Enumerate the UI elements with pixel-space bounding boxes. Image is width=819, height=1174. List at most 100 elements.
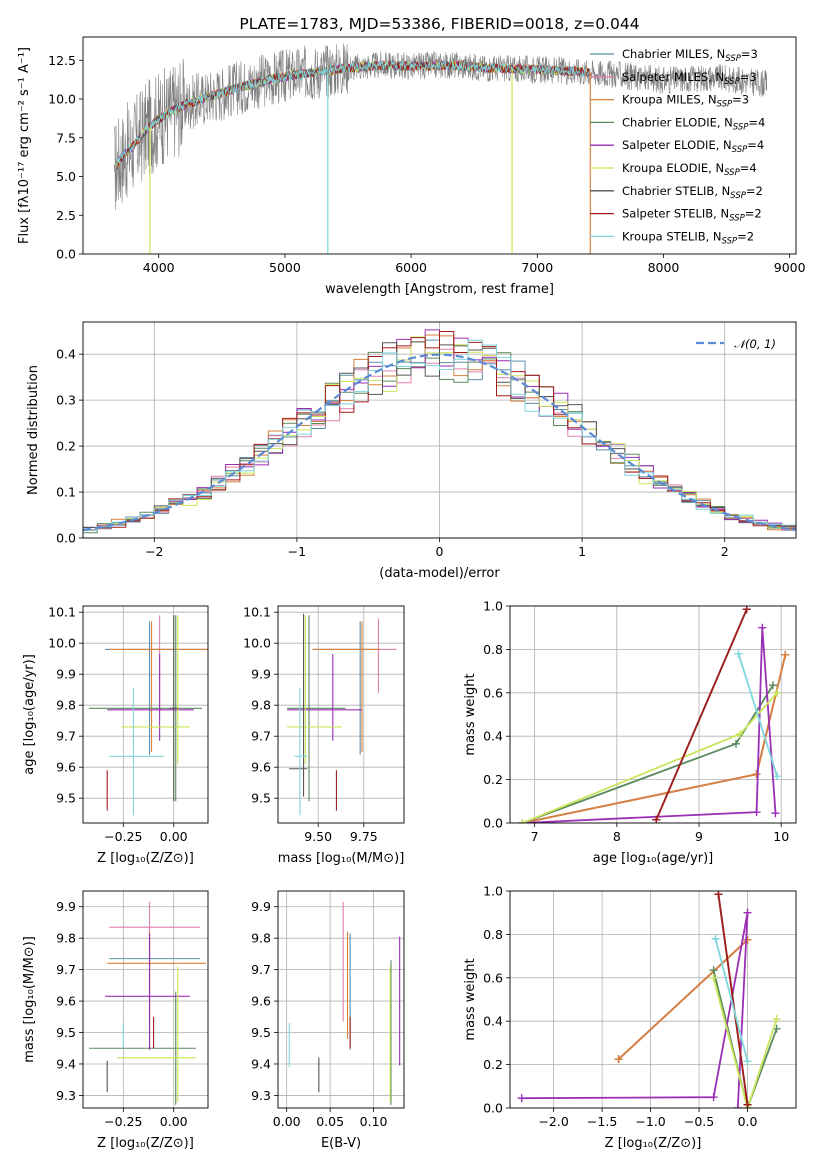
y-tick-label: 9.9 bbox=[251, 667, 271, 682]
x-tick-label: 7 bbox=[531, 829, 539, 844]
y-axis-label: Flux [fλ10⁻¹⁷ erg cm⁻² s⁻¹ A⁻¹] bbox=[17, 47, 32, 244]
weight-marker-krou_miles bbox=[614, 1055, 623, 1064]
legend-entry-suffix: =3 bbox=[732, 93, 749, 107]
y-tick-label: 0.4 bbox=[483, 1014, 503, 1029]
legend-entry-sub: SSP bbox=[717, 100, 733, 110]
x-tick-label: 9.75 bbox=[350, 829, 378, 844]
y-tick-label: 9.3 bbox=[251, 1088, 271, 1103]
spectrum-panel: 4000 5000 6000 7000 8000 9000 0.0 2.5 5.0 7.5 10.0… bbox=[17, 15, 806, 297]
weight-lines bbox=[518, 606, 790, 823]
weight-marker-krou_stelib bbox=[711, 934, 720, 943]
residual-histogram-salp_stelib bbox=[83, 331, 796, 538]
x-tick-label: 8000 bbox=[648, 260, 680, 275]
x-tick-label: −0.5 bbox=[684, 1114, 714, 1129]
weight-series-krou_miles bbox=[617, 939, 749, 1060]
x-axis-label: wavelength [Angstrom, rest frame] bbox=[325, 282, 554, 297]
y-tick-label: 0.0 bbox=[56, 247, 76, 262]
x-axis-label: age [log₁₀(age/yr)] bbox=[593, 851, 714, 866]
normal-curve bbox=[83, 353, 796, 531]
errorbars bbox=[89, 615, 208, 816]
legend-entry-suffix: =2 bbox=[737, 229, 754, 243]
grid bbox=[83, 606, 208, 823]
weight-marker-salp_stelib bbox=[714, 891, 723, 899]
y-tick-label: 9.8 bbox=[56, 698, 76, 713]
legend-entry-suffix: =3 bbox=[741, 47, 758, 61]
weight-series-salp_stelib bbox=[717, 894, 749, 1105]
axes-frame bbox=[82, 321, 797, 539]
y-tick-label: 9.9 bbox=[56, 667, 76, 682]
y-tick-label: 9.4 bbox=[56, 1056, 76, 1071]
weight-marker-salp_elodie bbox=[743, 908, 752, 917]
axes-frame bbox=[82, 890, 209, 1109]
x-tick-label: 10 bbox=[773, 829, 789, 844]
weight-marker-krou_miles bbox=[743, 935, 752, 944]
x-axis-label: E(B-V) bbox=[321, 1136, 361, 1151]
residuals-legend: 𝒩(0, 1) bbox=[696, 337, 776, 351]
weight-marker-krou_elodie bbox=[518, 819, 527, 823]
x-tick-label: 6000 bbox=[395, 260, 427, 275]
errorbars bbox=[89, 902, 206, 1105]
y-axis-label: mass weight bbox=[463, 673, 478, 755]
y-tick-label: 9.9 bbox=[251, 899, 271, 914]
y-tick-label: 9.8 bbox=[251, 698, 271, 713]
y-tick-label: 0.0 bbox=[483, 1101, 503, 1116]
x-tick-label: −1 bbox=[288, 544, 306, 559]
x-tick-label: 4000 bbox=[143, 260, 175, 275]
y-tick-label: 0.2 bbox=[483, 1057, 503, 1072]
legend-entry-sub: SSP bbox=[725, 54, 741, 64]
weight-marker-salp_elodie bbox=[758, 623, 767, 632]
y-tick-label: 9.3 bbox=[56, 1088, 76, 1103]
weight-series-chab_elodie bbox=[712, 969, 778, 1108]
weight-marker-chab_elodie bbox=[768, 681, 777, 690]
y-tick-label: 0.3 bbox=[56, 393, 76, 408]
weight-marker-krou_miles bbox=[781, 650, 790, 659]
x-tick-label: 9000 bbox=[774, 260, 806, 275]
x-axis-label: (data-model)/error bbox=[379, 566, 500, 581]
weight-series-chab_elodie bbox=[521, 684, 774, 823]
y-tick-label: 0.8 bbox=[483, 642, 503, 657]
y-tick-label: 9.7 bbox=[56, 962, 76, 977]
weight-marker-salp_stelib bbox=[742, 606, 751, 614]
legend-entry: 𝒩(0, 1) bbox=[734, 337, 776, 351]
weight-marker-salp_elodie bbox=[752, 808, 761, 817]
weight-marker-chab_elodie bbox=[732, 739, 741, 748]
x-tick-label: 8 bbox=[613, 829, 621, 844]
y-tick-label: 2.5 bbox=[56, 208, 76, 223]
axes-frame bbox=[277, 605, 405, 824]
weight-marker-krou_elodie bbox=[736, 730, 745, 739]
y-tick-label: 0.4 bbox=[483, 729, 503, 744]
axes-frame bbox=[509, 605, 797, 824]
axes-frame bbox=[509, 890, 797, 1109]
y-tick-label: 10.0 bbox=[48, 92, 76, 107]
x-tick-label: 1 bbox=[578, 544, 586, 559]
weight-series-krou_elodie bbox=[712, 977, 778, 1108]
y-tick-label: 9.5 bbox=[251, 1025, 271, 1040]
weight-series-salp_elodie bbox=[521, 912, 749, 1108]
legend-entry-sub: SSP bbox=[724, 168, 740, 178]
legend-entry-label: Salpeter STELIB, N bbox=[622, 207, 729, 221]
weight-marker-krou_miles bbox=[752, 770, 761, 779]
grid bbox=[510, 890, 796, 1109]
weight-marker-salp_stelib bbox=[652, 815, 661, 823]
y-tick-label: 9.8 bbox=[56, 931, 76, 946]
weight-marker-salp_stelib bbox=[743, 1100, 752, 1108]
y-tick-label: 0.1 bbox=[56, 485, 76, 500]
legend-entry-suffix: =4 bbox=[748, 115, 765, 129]
x-axis-label: Z [log₁₀(Z/Z⊙)] bbox=[97, 851, 194, 866]
legend-entry-suffix: =2 bbox=[745, 207, 762, 221]
weight-marker-salp_elodie bbox=[733, 1104, 742, 1108]
x-axis-label: Z [log₁₀(Z/Z⊙)] bbox=[605, 1136, 702, 1151]
age-vs-mass-panel: 9.50 9.75 9.5 9.6 9.7 9.8 9.9 10.0 10.1 mass [log… bbox=[243, 605, 405, 866]
axes-frame bbox=[82, 605, 209, 824]
x-tick-label: 0 bbox=[436, 544, 444, 559]
x-tick-label: 5000 bbox=[269, 260, 301, 275]
y-tick-label: 0.6 bbox=[483, 970, 503, 985]
legend-entry-label: Chabrier STELIB, N bbox=[622, 184, 730, 198]
legend-entry-label: Chabrier MILES, N bbox=[622, 47, 725, 61]
legend-entry: Salpeter ELODIE, NSSP=4 bbox=[622, 138, 764, 155]
weight-marker-krou_elodie bbox=[773, 688, 782, 697]
y-tick-label: 9.6 bbox=[56, 994, 76, 1009]
y-tick-label: 9.8 bbox=[251, 931, 271, 946]
legend-entry-label: Kroupa ELODIE, N bbox=[622, 161, 724, 175]
weight-series-salp_elodie bbox=[522, 627, 777, 823]
